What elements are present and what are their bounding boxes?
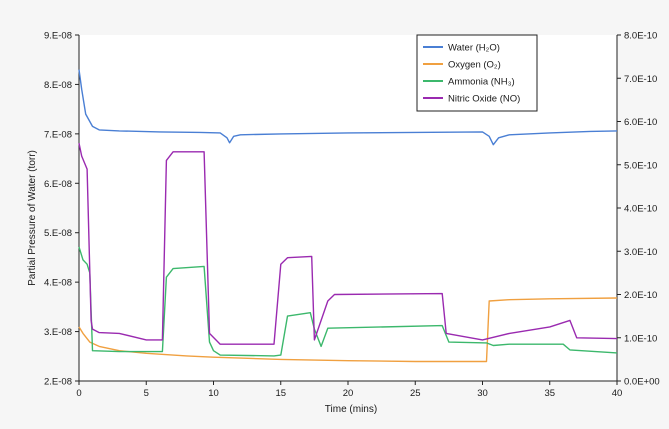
- y-left-tick-label: 7.E-08: [44, 129, 72, 140]
- y-left-tick-label: 2.E-08: [44, 377, 72, 388]
- y-right-tick-label: 2.0E-10: [624, 290, 657, 301]
- x-tick-label: 40: [612, 388, 623, 399]
- series-line-3: [78, 142, 618, 345]
- x-tick-label: 25: [410, 388, 421, 399]
- legend-label-3: Nitric Oxide (NO): [448, 94, 520, 105]
- series-layer: [78, 69, 618, 363]
- y-right-tick-label: 3.0E-10: [624, 247, 657, 258]
- x-tick-label: 5: [144, 388, 149, 399]
- x-tick-label: 30: [477, 388, 488, 399]
- axes: [75, 34, 621, 385]
- y-right-tick-label: 5.0E-10: [624, 160, 657, 171]
- y-right-tick-label: 0.0E+00: [624, 377, 660, 388]
- legend-label-2: Ammonia (NH₃): [448, 77, 515, 88]
- y-right-tick-label: 6.0E-10: [624, 117, 657, 128]
- y-right-tick-label: 4.0E-10: [624, 204, 657, 215]
- y-left-tick-label: 6.E-08: [44, 179, 72, 190]
- x-tick-label: 20: [343, 388, 354, 399]
- y-left-tick-label: 4.E-08: [44, 278, 72, 289]
- tick-labels: 0 5 10 15 20 25 30 35 40 2.E-08 3.E-08 4.E-08 5.E-08…: [44, 31, 660, 400]
- x-tick-label: 15: [275, 388, 286, 399]
- x-tick-label: 35: [544, 388, 555, 399]
- series-line-0: [78, 69, 618, 146]
- y-left-tick-label: 9.E-08: [44, 31, 72, 42]
- x-tick-label: 0: [76, 388, 81, 399]
- y-right-tick-label: 8.0E-10: [624, 31, 657, 42]
- y-axis-title: Partial Pressure of Water (torr): [27, 150, 38, 286]
- series-line-2: [78, 246, 618, 357]
- y-right-tick-label: 7.0E-10: [624, 74, 657, 85]
- y-left-tick-label: 8.E-08: [44, 80, 72, 91]
- series-line-1: [78, 297, 618, 363]
- legend-label-1: Oxygen (O₂): [448, 60, 501, 71]
- x-tick-label: 10: [208, 388, 219, 399]
- y-left-tick-label: 3.E-08: [44, 327, 72, 338]
- legend: Water (H₂O) Oxygen (O₂) Ammonia (NH₃) Nitri…: [416, 34, 538, 112]
- y-left-tick-label: 5.E-08: [44, 228, 72, 239]
- legend-label-0: Water (H₂O): [448, 43, 500, 54]
- x-axis-title: Time (mins): [325, 404, 377, 415]
- y-right-tick-label: 1.0E-10: [624, 333, 657, 344]
